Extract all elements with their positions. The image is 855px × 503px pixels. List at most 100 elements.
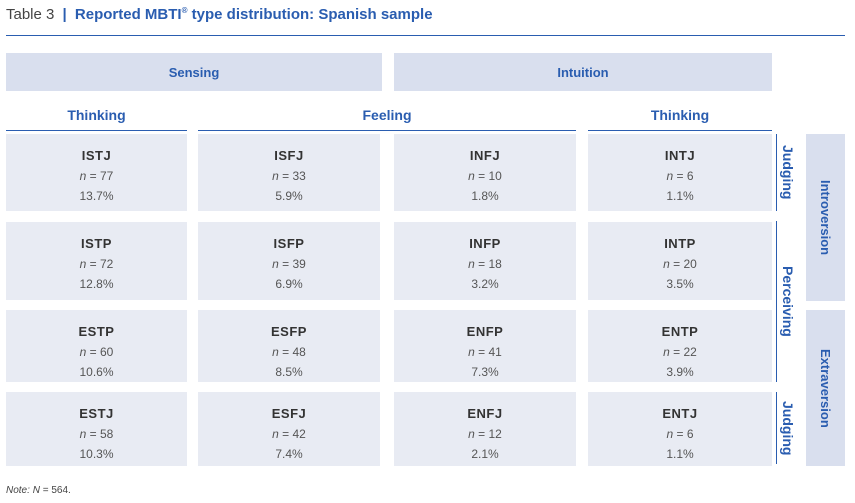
type-code: ENFP [466, 324, 504, 339]
note-n-value: = 564. [39, 485, 71, 496]
type-count: n = 33 [198, 169, 380, 183]
table-note: Note: N = 564. [6, 485, 71, 496]
type-count: n = 48 [198, 345, 380, 359]
type-cell-intj: INTJ n = 6 1.1% [588, 134, 772, 211]
type-cell-esfj: ESFJ n = 42 7.4% [198, 392, 380, 466]
note-label: Note: [6, 485, 30, 496]
type-percent: 10.6% [79, 365, 114, 379]
type-code: ENTJ [662, 406, 698, 421]
n-value: 10 [488, 169, 502, 183]
n-symbol: n [79, 257, 87, 271]
n-symbol: n [468, 169, 475, 183]
n-value: 12 [488, 427, 502, 441]
n-value: 77 [100, 169, 114, 183]
n-symbol: n [272, 169, 279, 183]
type-count: n = 22 [588, 345, 772, 359]
type-code: ESFJ [271, 406, 307, 421]
subheader-feeling: Feeling [362, 107, 412, 123]
type-count: n = 58 [6, 427, 187, 441]
type-count: n = 72 [6, 257, 187, 271]
type-count: n = 42 [198, 427, 380, 441]
n-symbol: n [272, 345, 279, 359]
type-cell-estp: ESTP n = 60 10.6% [6, 310, 187, 382]
n-equals: = [474, 257, 489, 271]
type-percent: 1.8% [471, 189, 499, 203]
type-cell-enfj: ENFJ n = 12 2.1% [394, 392, 576, 466]
type-percent: 13.7% [79, 189, 114, 203]
type-percent: 8.5% [275, 365, 303, 379]
title-text: Reported MBTI® type distribution: Spanis… [75, 6, 433, 23]
type-count: n = 60 [6, 345, 187, 359]
n-value: 72 [100, 257, 114, 271]
n-equals: = [669, 345, 684, 359]
type-code: ESTP [78, 324, 115, 339]
n-symbol: n [468, 257, 475, 271]
n-equals: = [673, 169, 687, 183]
n-symbol: n [272, 257, 279, 271]
type-count: n = 6 [588, 427, 772, 441]
subheader-thinking-left: Thinking [67, 107, 126, 123]
type-code: INFP [469, 236, 501, 251]
type-count: n = 10 [394, 169, 576, 183]
subheader-rule-middle [198, 130, 576, 131]
type-code: ISFP [273, 236, 305, 251]
n-symbol: n [666, 427, 674, 441]
n-value: 48 [292, 345, 306, 359]
type-percent: 2.1% [471, 447, 499, 461]
n-equals: = [278, 345, 293, 359]
n-equals: = [673, 427, 687, 441]
header-sensing: Sensing [6, 53, 382, 91]
type-percent: 7.3% [471, 365, 499, 379]
type-cell-intp: INTP n = 20 3.5% [588, 222, 772, 300]
type-cell-entj: ENTJ n = 6 1.1% [588, 392, 772, 466]
type-cell-infp: INFP n = 18 3.2% [394, 222, 576, 300]
n-value: 22 [683, 345, 697, 359]
n-symbol: n [79, 345, 87, 359]
type-code: ESTJ [79, 406, 114, 421]
judging-top-rule [776, 134, 777, 211]
n-equals: = [474, 169, 489, 183]
type-code: INTP [664, 236, 696, 251]
subheader-rule-left [6, 130, 187, 131]
type-code: ENFJ [467, 406, 503, 421]
type-percent: 10.3% [79, 447, 114, 461]
type-count: n = 20 [588, 257, 772, 271]
title-text-main: Reported MBTI [74, 6, 182, 23]
perceiving-rule [776, 221, 777, 382]
type-code: INTJ [664, 148, 696, 163]
n-equals: = [474, 427, 489, 441]
type-percent: 3.2% [471, 277, 499, 291]
n-symbol: n [272, 427, 279, 441]
type-percent: 5.9% [275, 189, 303, 203]
header-intuition: Intuition [394, 53, 772, 91]
extraversion-label: Extraversion [806, 310, 845, 466]
judging-bottom-label: Judging [780, 400, 796, 456]
n-equals: = [278, 169, 293, 183]
judging-top-label: Judging [780, 145, 796, 200]
subheader-thinking-right: Thinking [650, 107, 710, 123]
n-value: 33 [292, 169, 306, 183]
type-code: INFJ [469, 148, 501, 163]
title-text-rest: type distribution: Spanish sample [187, 6, 433, 23]
type-count: n = 6 [588, 169, 772, 183]
type-cell-estj: ESTJ n = 58 10.3% [6, 392, 187, 466]
type-percent: 3.5% [666, 277, 694, 291]
table-number: Table 3 [6, 6, 55, 23]
n-value: 6 [686, 427, 694, 441]
subheader-rule-right [588, 130, 772, 131]
n-symbol: n [468, 427, 475, 441]
registered-mark: ® [181, 6, 188, 15]
n-equals: = [86, 345, 100, 359]
n-equals: = [86, 427, 100, 441]
n-symbol: n [663, 257, 670, 271]
type-count: n = 77 [6, 169, 187, 183]
type-cell-infj: INFJ n = 10 1.8% [394, 134, 576, 211]
n-symbol: n [79, 169, 87, 183]
note-n-var: N [32, 485, 40, 496]
n-value: 6 [686, 169, 694, 183]
type-count: n = 41 [394, 345, 576, 359]
n-value: 20 [683, 257, 697, 271]
n-value: 58 [100, 427, 114, 441]
n-equals: = [278, 427, 293, 441]
type-percent: 7.4% [275, 447, 303, 461]
